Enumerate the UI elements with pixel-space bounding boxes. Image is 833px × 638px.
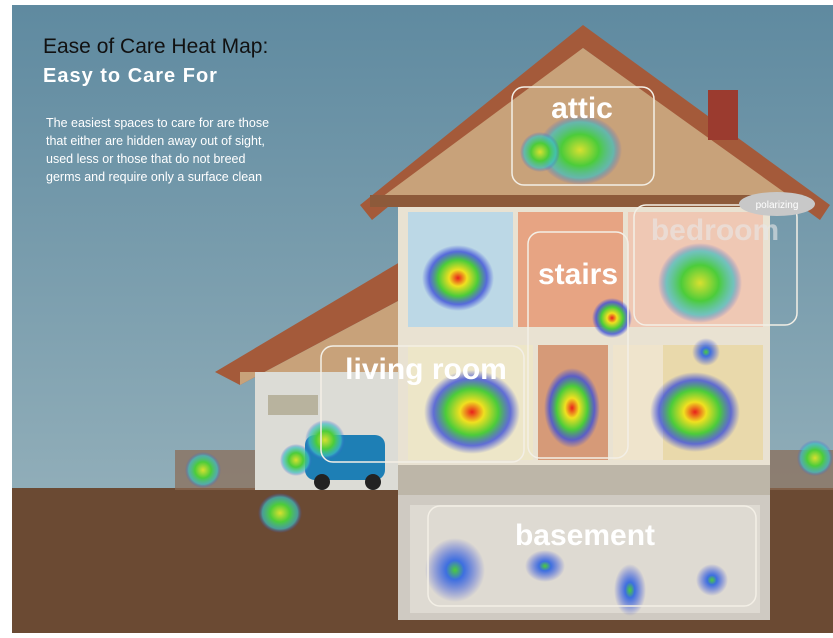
- room-label: bedroom: [651, 214, 779, 247]
- page: Ease of Care Heat Map: Easy to Care For …: [0, 0, 833, 633]
- room-label: attic: [551, 92, 613, 125]
- badge-label: polarizing: [756, 200, 799, 211]
- room-label: basement: [515, 519, 655, 552]
- infographic: Ease of Care Heat Map: Easy to Care For …: [0, 0, 833, 633]
- subtitle: Easy to Care For: [43, 65, 218, 87]
- room-label: stairs: [538, 258, 618, 291]
- title: Ease of Care Heat Map:: [43, 35, 268, 58]
- description-line: The easiest spaces to care for are those: [46, 116, 269, 130]
- description-line: germs and require only a surface clean: [46, 170, 262, 184]
- description-line: that either are hidden away out of sight…: [46, 134, 265, 148]
- description-line: used less or those that do not breed: [46, 152, 245, 166]
- room-label: living room: [345, 353, 507, 386]
